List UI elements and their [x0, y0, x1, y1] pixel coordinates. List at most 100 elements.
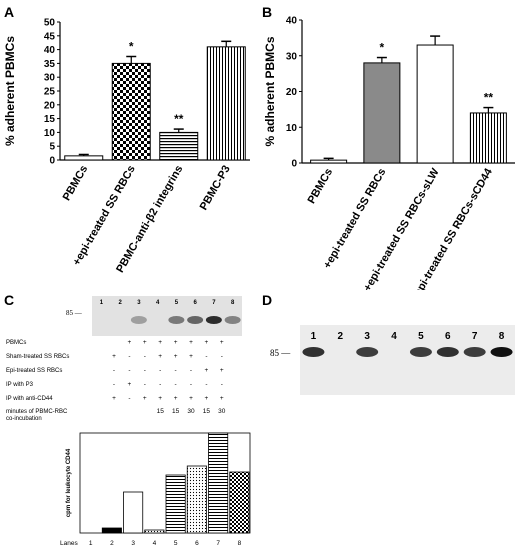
table-c-cell: +: [174, 339, 178, 346]
chart-a-significance: *: [129, 40, 134, 54]
chart-a-y-tick-label: 5: [49, 142, 55, 153]
chart-a-y-tick-label: 50: [44, 18, 56, 29]
chart-b-y-tick-label: 30: [286, 51, 298, 62]
blot-d-bands: 1 2 3 4 5 6 7 8: [302, 331, 513, 357]
blot-c-marker-label: 85: [66, 309, 73, 317]
table-c-cell: +: [158, 395, 162, 402]
chart-c-x-tick-label: 8: [238, 540, 242, 547]
blot-c-bands: 1 2 3 4 5 6 7 8: [100, 300, 241, 324]
panel-label-b: B: [262, 4, 273, 20]
chart-a-bar: [111, 62, 151, 161]
chart-a-y-tick-label: 30: [44, 73, 56, 84]
table-c-cell: 30: [187, 408, 195, 415]
table-c-row-label: IP with anti-CD44: [6, 396, 53, 402]
chart-b-x-tick-label: +epi-treated SS RBCs: [321, 167, 388, 271]
chart-c-x-tick-label: 7: [216, 540, 220, 547]
table-c-cell: +: [205, 339, 209, 346]
blot-c-lane-label: 6: [193, 300, 197, 306]
blot-d-lane-label: 4: [391, 331, 397, 342]
blot-d-band: [409, 347, 432, 357]
table-c-row-label: co-incubation: [6, 416, 42, 422]
blot-c-lane-label: 1: [100, 300, 104, 306]
blot-c-band: [187, 316, 204, 324]
chart-c-x-label: Lanes: [60, 540, 78, 547]
chart-c-x-tick-label: 3: [131, 540, 135, 547]
table-c-row-label: PBMCs: [6, 340, 26, 346]
blot-c-marker: 85 —: [66, 309, 82, 317]
blot-c-lane-label: 8: [231, 300, 235, 306]
chart-a-y-tick-label: 45: [44, 31, 56, 42]
chart-a-y-tick-label: 40: [44, 45, 56, 56]
chart-c-bar: [165, 474, 186, 534]
chart-b-bar: [310, 159, 348, 164]
chart-b-y-label: % adherent PBMCs: [263, 36, 277, 146]
blot-d-band: [302, 347, 325, 357]
chart-a-y-tick-label: 10: [44, 128, 56, 139]
blot-d-band: [356, 347, 379, 357]
table-c-cell: +: [158, 339, 162, 346]
chart-a-bar: [206, 46, 246, 161]
table-c-cell: -: [144, 381, 146, 388]
table-c-cell: -: [113, 367, 115, 374]
blot-c-lane-label: 4: [156, 300, 160, 306]
chart-a-significance: **: [174, 112, 184, 126]
western-blot-c: 1 2 3 4 5 6 7 8: [92, 296, 242, 336]
chart-b-bar: [363, 62, 401, 164]
table-c-cell: 15: [172, 408, 180, 415]
table-c-cell: +: [220, 339, 224, 346]
table-c-row-label: minutes of PBMC-RBC: [6, 409, 68, 415]
panel-label-a: A: [4, 4, 15, 20]
chart-b-y-tick-label: 40: [286, 16, 298, 27]
blot-c-lane-label: 7: [212, 300, 216, 306]
table-c-cell: -: [159, 381, 161, 388]
blot-d-lane-label: 5: [418, 331, 424, 342]
table-c-row-label: Sham-treated SS RBCs: [6, 354, 69, 360]
table-c-cell: 15: [157, 408, 165, 415]
table-c-cell: -: [221, 381, 223, 388]
table-c-cell: -: [159, 367, 161, 374]
blot-d-band: [436, 347, 459, 357]
blot-d-lane-label: 2: [338, 331, 344, 342]
table-c-cell: -: [144, 367, 146, 374]
table-c-cell: -: [221, 353, 223, 360]
chart-b-y-tick-label: 10: [286, 123, 298, 134]
blot-d-lane-label: 1: [311, 331, 317, 342]
blot-c-band: [224, 316, 241, 324]
chart-b: 0 10 20 30 40 % adherent PBMCs PBMCs * +epi-trea…: [263, 16, 515, 290]
condition-table-c: PBMCs + + + + + + + Sham-treated SS RBCs + - - + + + - -…: [6, 339, 226, 422]
blot-d-lane-label: 8: [499, 331, 505, 342]
chart-c: cpm for leukocyte CD44 1 2 3 4 5 6 7 8 Lanes: [60, 432, 251, 547]
table-c-cell: +: [189, 339, 193, 346]
table-c-row-label: Epi-treated SS RBCs: [6, 368, 62, 374]
blot-d-lane-label: 6: [445, 331, 451, 342]
table-c-cell: +: [128, 339, 132, 346]
chart-c-bar: [186, 465, 207, 534]
chart-c-bar: [229, 471, 250, 534]
chart-c-x-tick-label: 2: [110, 540, 114, 547]
chart-a: 0 5 10 15 20 25 30 35 40 45 50 % adherent PBMCs PBMC…: [3, 18, 250, 275]
table-c-cell: -: [128, 395, 130, 402]
chart-c-bar: [208, 432, 229, 534]
chart-c-bar: [123, 491, 144, 534]
chart-c-x-tick-label: 6: [195, 540, 199, 547]
table-c-cell: -: [128, 367, 130, 374]
blot-d-band: [490, 347, 513, 357]
table-c-cell: -: [113, 381, 115, 388]
blot-d-marker-label: 85: [270, 348, 279, 358]
chart-a-y-label: % adherent PBMCs: [3, 36, 17, 146]
table-c-cell: -: [175, 367, 177, 374]
chart-b-bar: [416, 44, 454, 164]
table-c-cell: -: [190, 381, 192, 388]
table-c-cell: +: [112, 353, 116, 360]
chart-a-y-tick-label: 0: [49, 156, 55, 167]
table-c-cell: +: [158, 353, 162, 360]
chart-c-frame: [79, 432, 251, 534]
blot-d-marker: 85 —: [270, 348, 291, 358]
table-c-cell: -: [205, 381, 207, 388]
table-c-cell: 15: [203, 408, 211, 415]
table-c-cell: -: [175, 381, 177, 388]
panel-label-c: C: [4, 292, 15, 308]
chart-a-x-tick-label: PBMC-P3: [198, 164, 233, 213]
chart-a-y-tick-label: 15: [44, 114, 56, 125]
table-c-cell: +: [174, 395, 178, 402]
